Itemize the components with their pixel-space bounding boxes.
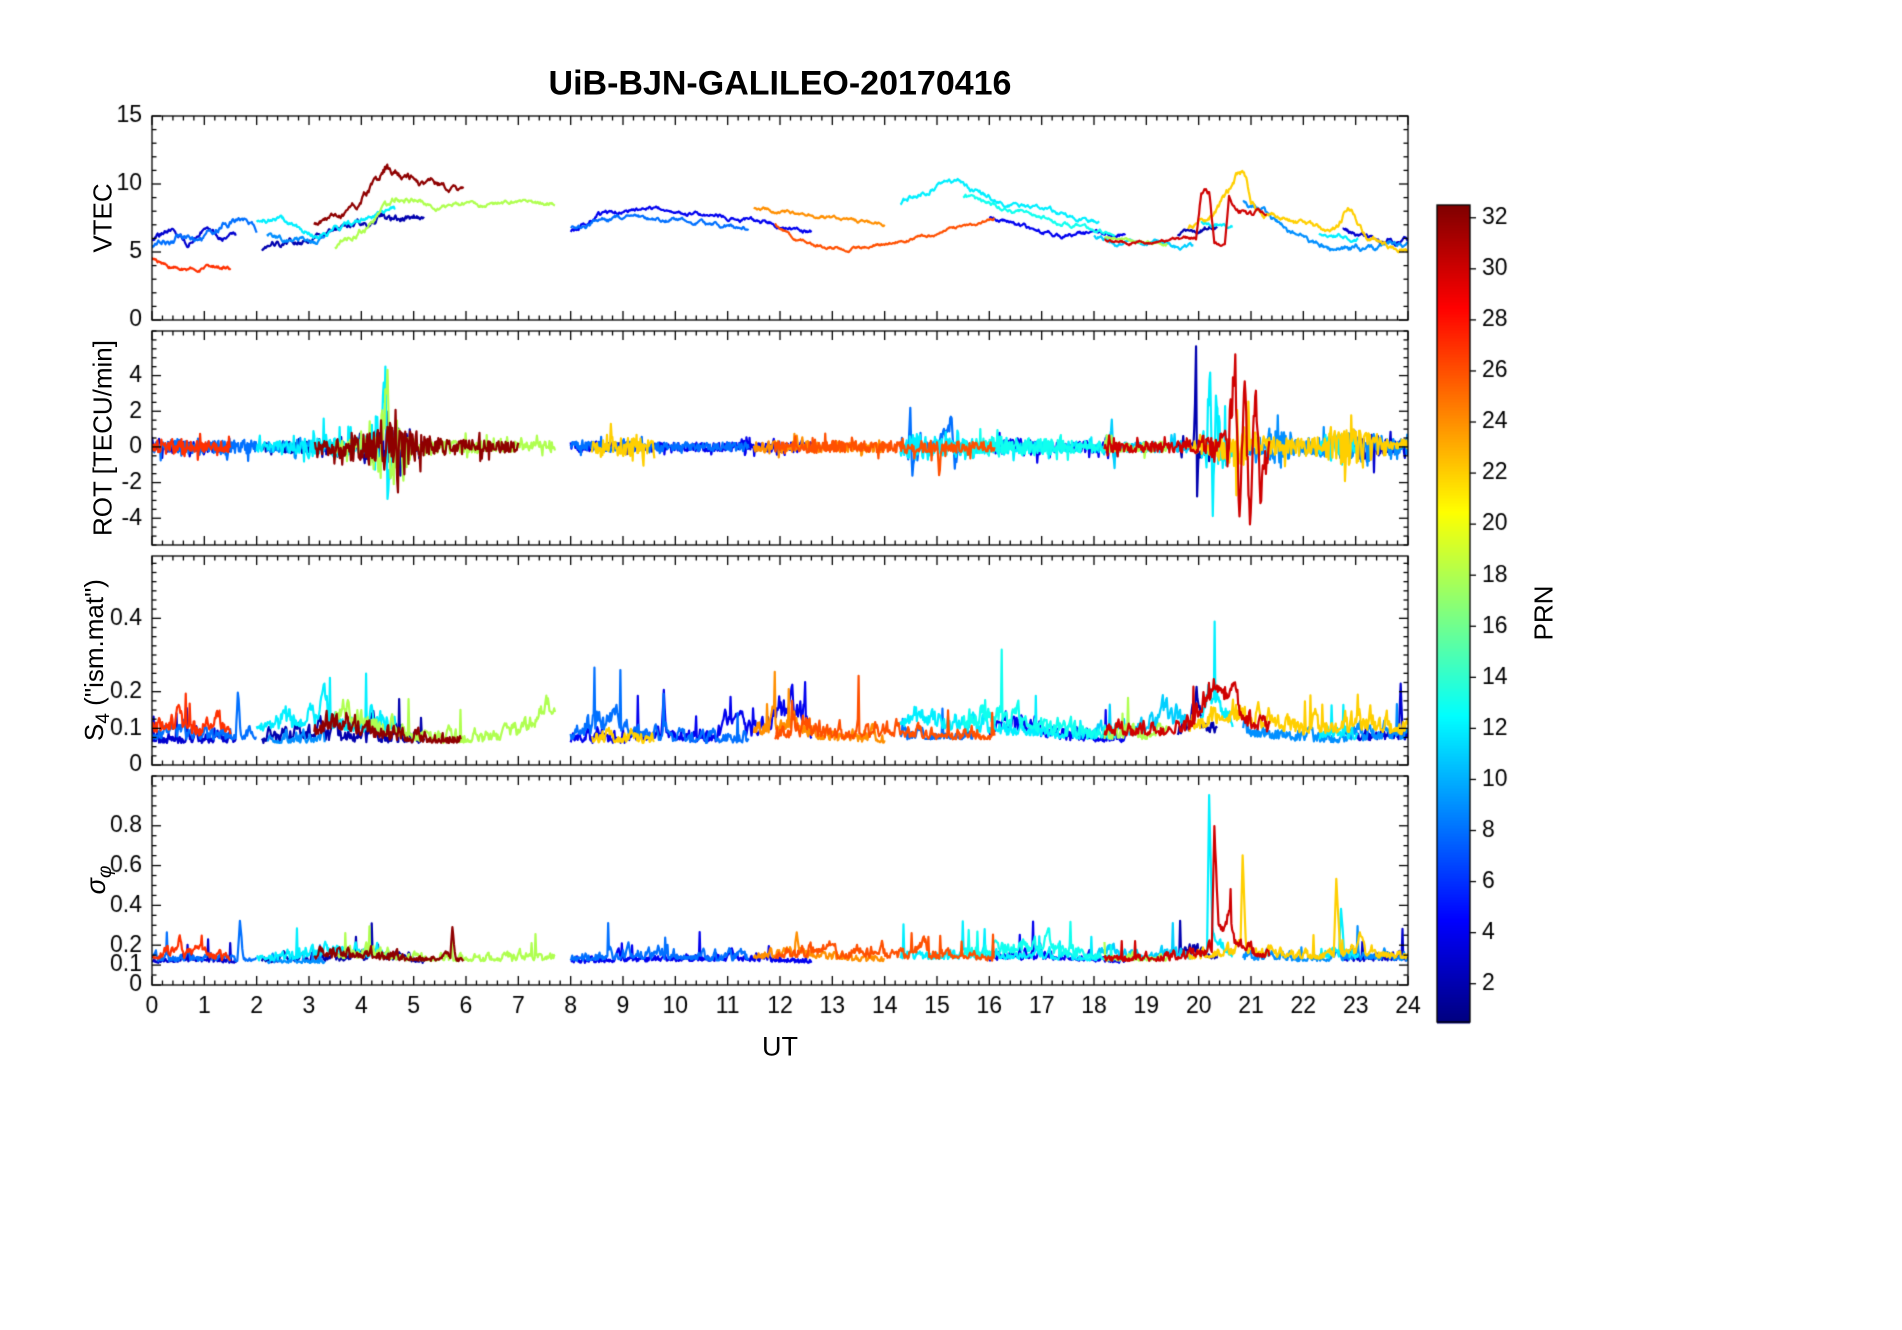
y-axis-label-sigma-phi: σφ bbox=[81, 866, 117, 895]
x-axis-label: UT bbox=[762, 1031, 798, 1062]
s4-label-prefix: S bbox=[78, 723, 109, 741]
colorbar-label: PRN bbox=[1528, 585, 1559, 641]
y-axis-label-s4: S4 ("ism.mat") bbox=[79, 579, 115, 741]
y-axis-label-rot: ROT [TECU/min] bbox=[88, 340, 119, 536]
s4-label-suffix: ("ism.mat") bbox=[78, 579, 109, 714]
chart-title: UiB-BJN-GALILEO-20170416 bbox=[548, 64, 1012, 103]
phi-label-sub: φ bbox=[95, 865, 117, 879]
s4-label-sub: 4 bbox=[93, 713, 115, 724]
sigma-label: σ bbox=[80, 878, 111, 895]
rot-label-text: ROT [TECU/min] bbox=[87, 340, 118, 536]
y-axis-label-vtec: VTEC bbox=[88, 183, 119, 252]
vtec-label-text: VTEC bbox=[87, 183, 118, 253]
